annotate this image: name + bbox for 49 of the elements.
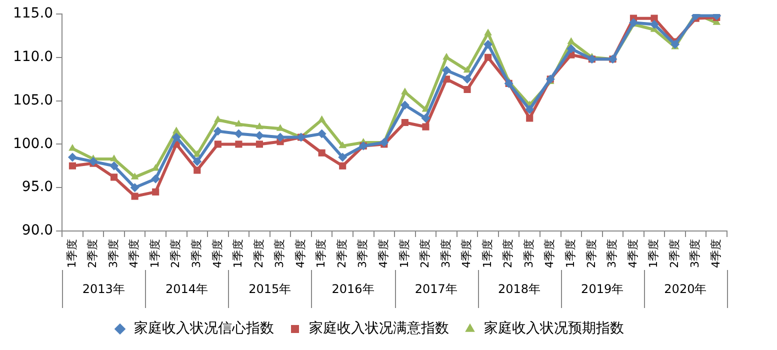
y-tick-label: 115.0 bbox=[12, 6, 54, 22]
legend-label: 家庭收入状况信心指数 bbox=[134, 320, 274, 337]
x-tick-label: 2季度 bbox=[335, 239, 348, 268]
x-tick-label: 3季度 bbox=[522, 239, 536, 268]
x-tick-label: 4季度 bbox=[460, 239, 474, 268]
x-tick-label: 4季度 bbox=[128, 239, 141, 268]
x-tick-label: 1季度 bbox=[148, 239, 162, 268]
legend-label: 家庭收入状况预期指数 bbox=[484, 320, 624, 337]
x-tick-label: 1季度 bbox=[564, 239, 578, 268]
legend-label: 家庭收入状况满意指数 bbox=[309, 320, 449, 337]
x-tick-label: 2季度 bbox=[252, 239, 266, 268]
x-tick-label: 2季度 bbox=[418, 239, 432, 268]
y-tick-label: 100.0 bbox=[12, 136, 54, 152]
y-tick-label: 110.0 bbox=[12, 49, 54, 66]
text: 2013年 bbox=[82, 282, 125, 296]
text: 2019年 bbox=[581, 282, 624, 296]
x-tick-label: 2季度 bbox=[169, 239, 182, 268]
x-tick-label: 3季度 bbox=[606, 239, 619, 268]
text: 2017年 bbox=[414, 282, 458, 296]
x-tick-label: 3季度 bbox=[190, 239, 203, 268]
text: 2018年 bbox=[498, 282, 540, 296]
x-tick-label: 1季度 bbox=[65, 239, 78, 268]
x-tick-label: 4季度 bbox=[210, 239, 224, 268]
text: 2015年 bbox=[248, 282, 292, 296]
x-tick-label: 1季度 bbox=[232, 239, 245, 268]
x-tick-label: 2季度 bbox=[584, 239, 598, 268]
text: 2014年 bbox=[165, 282, 208, 296]
text: 2020年 bbox=[664, 282, 707, 296]
x-tick-label: 4季度 bbox=[709, 239, 722, 268]
x-tick-label: 3季度 bbox=[106, 239, 120, 268]
text: 2016年 bbox=[332, 282, 374, 296]
x-tick-label: 2季度 bbox=[502, 239, 515, 268]
y-tick-label: 90.0 bbox=[22, 222, 54, 239]
y-tick-label: 105.0 bbox=[12, 92, 54, 108]
x-tick-label: 1季度 bbox=[647, 239, 660, 268]
x-tick-label: 4季度 bbox=[377, 239, 390, 268]
x-tick-label: 1季度 bbox=[398, 239, 411, 268]
x-tick-label: 2季度 bbox=[86, 239, 100, 268]
x-tick-label: 2季度 bbox=[668, 239, 681, 268]
x-tick-label: 1季度 bbox=[480, 239, 494, 268]
x-tick-label: 4季度 bbox=[294, 239, 307, 268]
x-tick-label: 4季度 bbox=[543, 239, 556, 268]
x-tick-label: 3季度 bbox=[688, 239, 702, 268]
y-tick-label: 95.0 bbox=[22, 179, 54, 196]
x-tick-label: 3季度 bbox=[439, 239, 452, 268]
x-tick-label: 3季度 bbox=[356, 239, 370, 268]
x-tick-label: 4季度 bbox=[626, 239, 640, 268]
x-tick-label: 3季度 bbox=[273, 239, 286, 268]
x-tick-label: 1季度 bbox=[314, 239, 328, 268]
